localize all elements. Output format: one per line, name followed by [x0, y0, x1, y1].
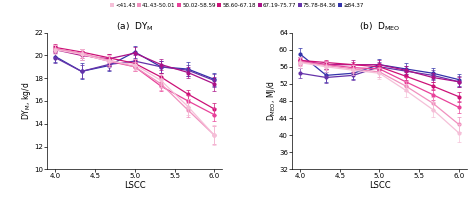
Y-axis label: D$_\mathrm{MEO}$, MJ/d: D$_\mathrm{MEO}$, MJ/d — [264, 81, 278, 121]
X-axis label: LSCC: LSCC — [124, 181, 146, 190]
Title: (b)  D$_\mathrm{MEO}$: (b) D$_\mathrm{MEO}$ — [359, 20, 400, 33]
Y-axis label: DY$_\mathrm{M}$, kg/d: DY$_\mathrm{M}$, kg/d — [20, 82, 33, 120]
X-axis label: LSCC: LSCC — [369, 181, 390, 190]
Legend: <41.43, 41.43-50.01, 50.02-58.59, 58.60-67.18, 67.19-75.77, 75.78-84.36, ≥84.37: <41.43, 41.43-50.01, 50.02-58.59, 58.60-… — [110, 3, 364, 8]
Title: (a)  DY$_\mathrm{M}$: (a) DY$_\mathrm{M}$ — [116, 20, 154, 33]
